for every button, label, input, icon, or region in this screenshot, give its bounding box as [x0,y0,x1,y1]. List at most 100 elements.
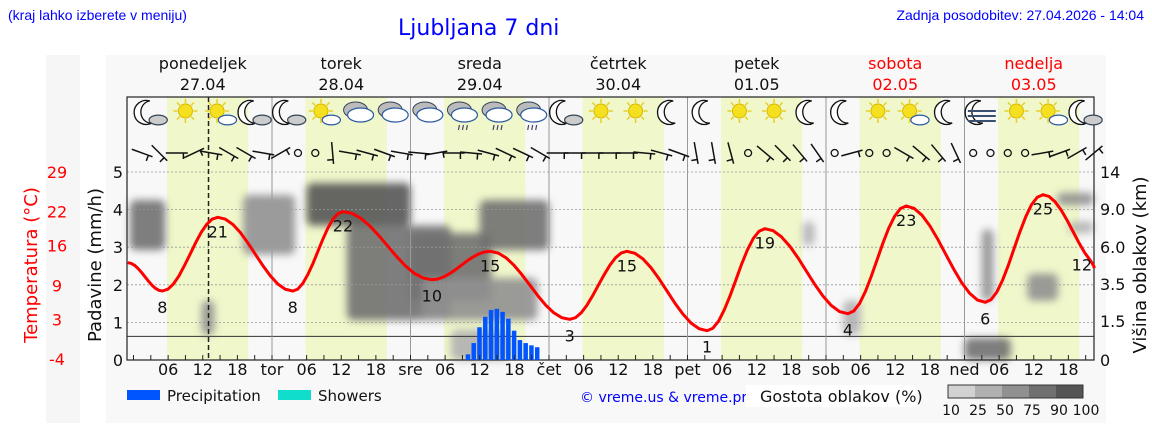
precip-tick-label: 0 [113,351,123,370]
barb-tick [937,157,944,163]
calm-circle [969,148,978,158]
barb-tick [799,157,805,163]
day-name: sobota [868,54,922,73]
calm-wind-icon [1003,148,1012,158]
sun-icon [1004,99,1029,123]
temperature-label: 22 [333,217,353,236]
wind-barb-icon [530,146,551,162]
precip-tick-label: 2 [113,276,123,295]
temp-tick-label: 29 [47,163,67,182]
barb-tick [649,153,652,160]
sun-ray [730,116,735,121]
day-date: 01.05 [734,75,780,94]
barb-staff [774,144,792,162]
cloud-blob [981,229,994,301]
sun-ray [626,116,631,121]
sun-cloud-icon [205,99,238,126]
cloud-body [381,107,409,123]
cloud-body [520,107,548,123]
barb-staff [727,142,735,164]
wind-barb-icon [726,142,735,164]
cloud-height-tick-label: 3.5 [1100,275,1125,294]
wind-barb-icon [650,149,673,161]
copyright-link[interactable]: © vreme.us & vreme.pro [580,390,755,406]
moon-crescent [691,99,711,126]
sun-ray [326,101,330,106]
sun-ray [730,101,735,106]
calm-wind-icon [830,148,839,158]
sun-disc [593,103,609,119]
wind-barb-icon [131,148,153,162]
calm-wind-icon [743,148,753,158]
day-name: četrtek [590,54,648,73]
rain-cloud-icon [481,101,513,131]
cloud-body [287,114,307,126]
barb-tick [766,156,772,163]
cloud-legend-title: Gostota oblakov (%) [760,387,923,406]
sun-ray [1007,101,1012,106]
cloud-blob [964,337,1011,360]
sun-ray [779,116,784,121]
barb-staff [1067,146,1087,160]
precipitation-bar [488,309,494,360]
barb-tick [682,155,686,162]
sun-ray [868,116,873,121]
cloud-legend-swatch [975,385,1002,398]
temperature-label: 10 [422,287,442,306]
sun-disc [766,103,782,119]
calm-wind-icon [293,148,303,158]
x-tick-label: 06 [712,360,732,379]
precipitation-bar [500,311,505,360]
sun-disc [1008,103,1024,119]
calm-wind-icon [969,148,978,158]
day-date: 29.04 [457,75,503,94]
barb-tick [216,154,219,161]
cloud-body [346,107,375,123]
sun-ray [1007,116,1012,121]
x-tick-label: 12 [747,360,767,379]
sun-ray [190,116,195,121]
sun-disc [628,103,644,119]
wind-barb-icon [668,148,690,162]
barb-tick [665,154,669,161]
sun-ray [744,116,749,121]
wind-barb-icon [356,149,379,161]
sun-ray [744,101,749,106]
calm-wind-icon [311,148,320,158]
wind-barb-icon [691,142,699,164]
temp-tick-label: -4 [49,350,65,369]
calm-circle [830,148,839,158]
barb-tick [1098,148,1104,154]
cloud-density-layer [130,183,1094,360]
sun-disc [177,103,193,119]
cloud-blob [479,200,549,250]
sun-icon [623,99,648,123]
barb-staff [425,150,448,156]
cloud-legend-tick: 90 [1050,403,1068,419]
precipitation-bar [529,345,534,360]
daylight-band [859,97,941,360]
cloud-blob [422,278,538,321]
wind-barb-icon [373,148,396,162]
cloud-body [485,107,513,123]
page-title: Ljubljana 7 dni [398,16,560,41]
cloud-body [450,107,479,123]
x-tick-label: 06 [435,360,455,379]
barb-tick [387,155,392,162]
moon-icon [829,99,849,126]
precipitation-bar [517,340,523,360]
barb-staff [792,144,808,162]
temperature-label: 8 [157,298,167,317]
sun-ray [868,101,873,106]
precipitation-legend-swatch [127,390,160,400]
wind-barb-icon [477,149,500,161]
temp-axis-panel [46,55,80,423]
moon-cloud-icon [548,99,584,126]
precipitation-legend-label: Precipitation [167,387,261,405]
sun-icon [727,99,752,123]
barb-tick [525,155,530,162]
moon-cloud-icon [271,99,307,126]
barb-tick [726,158,733,162]
day-date: 27.04 [180,75,226,94]
